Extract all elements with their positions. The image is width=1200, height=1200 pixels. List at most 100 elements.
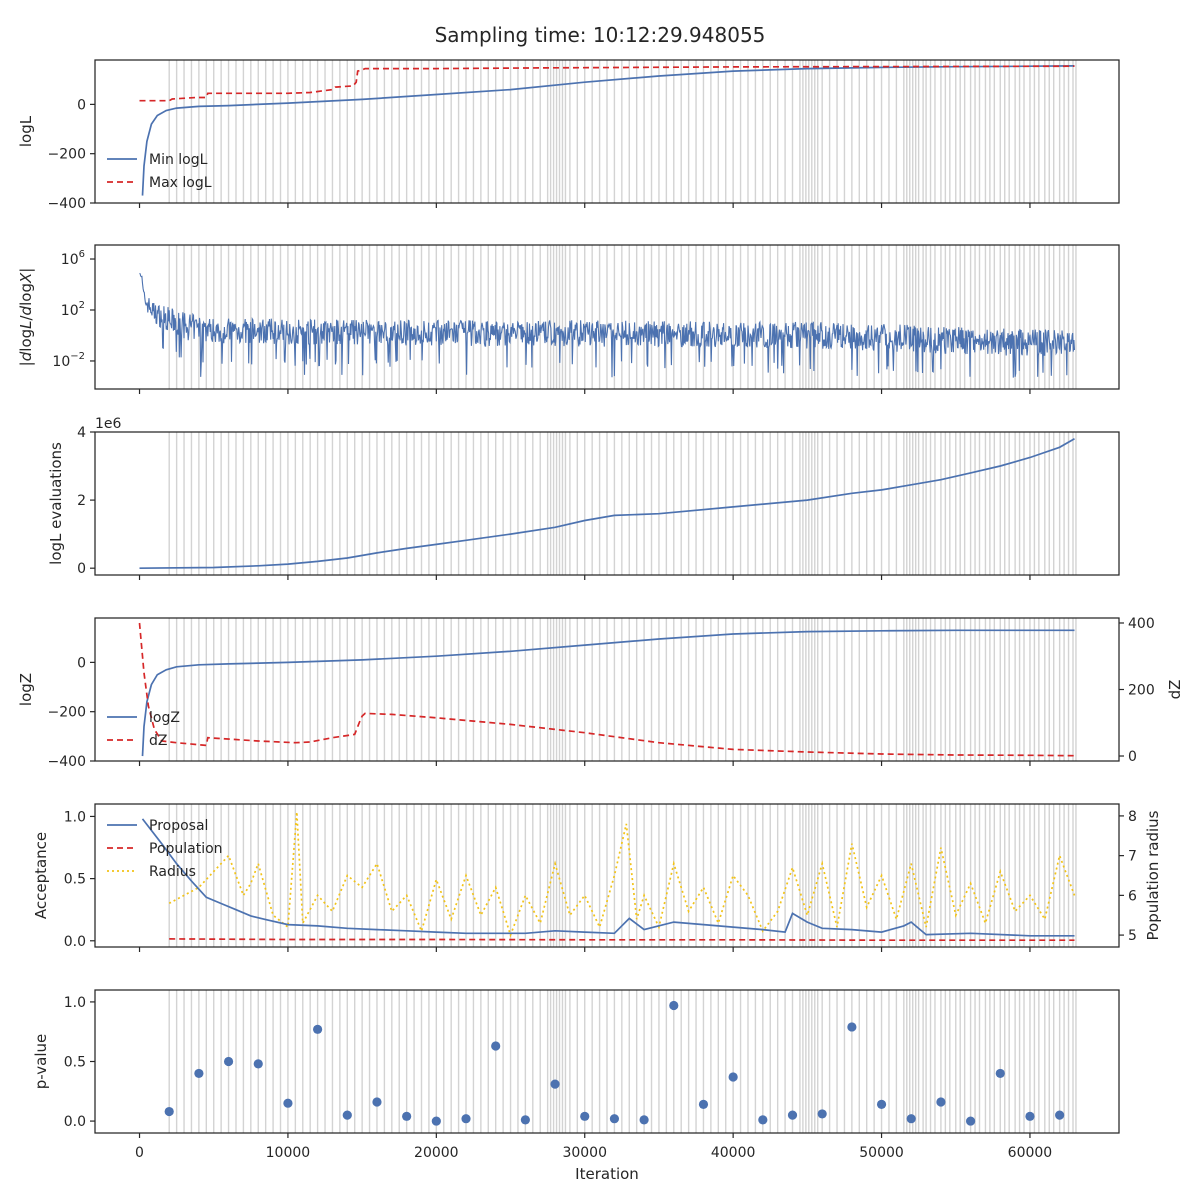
x-tick-label: 60000 (1008, 1145, 1053, 1161)
y-tick-label: 2 (77, 493, 86, 509)
scatter-point (372, 1097, 382, 1107)
panel-acceptance: 1.0 0.5 0.0 8 7 6 5 Acceptance Population radius… (32, 803, 1162, 952)
scatter-point (461, 1114, 471, 1124)
panel-pvalue: 1.0 0.5 0.0 p-value 0 10000 20000 30000 40000 500… (32, 989, 1120, 1183)
scatter-point (787, 1110, 798, 1120)
y-right-axis-label: Population radius (1144, 810, 1162, 940)
scatter-point (995, 1068, 1005, 1079)
scatter-point (698, 1099, 709, 1109)
series-line (139, 65, 1075, 102)
y-right-tick-label: 7 (1128, 849, 1137, 865)
x-axis-label: Iteration (575, 1165, 639, 1183)
scatter-point (669, 1000, 679, 1011)
scatter-point (223, 1056, 234, 1067)
series-line (141, 818, 1075, 937)
x-tick-label: 50000 (859, 1145, 904, 1161)
scatter-point (253, 1059, 263, 1069)
y-axis-label: Acceptance (32, 832, 50, 919)
y-tick-label: 1.0 (64, 809, 86, 825)
x-tick-label: 20000 (414, 1145, 459, 1161)
series-line (138, 622, 1075, 757)
y-right-tick-label: 0 (1128, 749, 1137, 765)
legend-label: Max logL (149, 175, 212, 191)
legend-label: logZ (149, 710, 180, 726)
series-line (141, 65, 1075, 196)
series-line (169, 938, 1075, 942)
y-right-tick-label: 5 (1128, 928, 1137, 944)
scatter-point (580, 1111, 590, 1121)
legend-label: Population (149, 841, 223, 857)
y-right-tick-label: 8 (1128, 809, 1137, 825)
scatter-point (609, 1114, 620, 1124)
scatter-point (876, 1099, 887, 1109)
series-line (139, 272, 1076, 378)
y-axis-label: logZ (17, 673, 35, 706)
scatter-point (728, 1072, 738, 1082)
y-tick-label: −400 (48, 754, 86, 770)
y-axis-label: |dlogL/dlogX| (17, 268, 35, 367)
y-tick-label: 0 (77, 97, 86, 113)
scatter-point (1025, 1111, 1035, 1121)
axes-frame (94, 59, 1120, 204)
panel-logz: 0 −200 −400 400 200 0 logZ dZ logZ dZ (17, 616, 1184, 770)
y-right-axis-label: dZ (1166, 680, 1184, 700)
scatter-point (402, 1111, 412, 1121)
scatter-point (817, 1109, 827, 1119)
scatter-point (906, 1114, 916, 1124)
panels-group: 0 −200 −400 logL Min logL Max logL 106 102 10−2 |… (17, 59, 1184, 1183)
axes-frame (94, 431, 1120, 576)
legend-label: Min logL (149, 152, 208, 168)
y-tick-label: 0 (77, 655, 86, 671)
y-tick-label: 0.0 (64, 1114, 86, 1130)
y-tick-label: 4 (77, 425, 86, 441)
axes-frame (94, 803, 1120, 948)
legend-label: Radius (149, 864, 196, 880)
scatter-point (639, 1115, 649, 1125)
y-tick-label: 0.5 (64, 1055, 86, 1071)
y-tick-label: −200 (48, 147, 86, 163)
y-tick-label: 102 (61, 300, 85, 319)
y-axis-label: logL (17, 115, 35, 147)
legend-label: dZ (149, 733, 167, 749)
y-tick-label: 0.0 (64, 934, 86, 950)
scatter-point (431, 1116, 441, 1126)
x-tick-label: 40000 (711, 1145, 756, 1161)
y-axis-label: p-value (32, 1034, 50, 1090)
y-tick-label: −200 (48, 705, 86, 721)
figure-title: Sampling time: 10:12:29.948055 (435, 23, 766, 47)
scatter-point (283, 1098, 293, 1108)
y-axis-label: logL evaluations (47, 442, 65, 565)
y-tick-label: 106 (61, 249, 85, 268)
x-tick-label: 10000 (266, 1145, 311, 1161)
scatter-point (342, 1110, 352, 1120)
scatter-point (1055, 1110, 1065, 1120)
y-tick-label: −400 (48, 196, 86, 212)
x-tick-label: 30000 (562, 1145, 607, 1161)
scatter-point (194, 1068, 204, 1079)
scatter-point (758, 1115, 768, 1125)
x-tick-label: 0 (135, 1145, 144, 1161)
scatter-point (965, 1116, 976, 1126)
y-right-tick-label: 6 (1128, 888, 1137, 904)
panel-logl: 0 −200 −400 logL Min logL Max logL (17, 59, 1120, 212)
y-tick-label: 0.5 (64, 872, 86, 888)
scatter-point (847, 1022, 857, 1032)
scatter-point (164, 1106, 174, 1117)
scatter-point (550, 1079, 560, 1089)
scatter-point (520, 1115, 530, 1125)
axes-frame (94, 244, 1120, 390)
series-line (139, 438, 1075, 570)
y-tick-label: 1.0 (64, 995, 86, 1011)
y-tick-label: 0 (77, 561, 86, 577)
panel-dlogl: 106 102 10−2 |dlogL/dlogX| (17, 244, 1120, 394)
panel-evals: 0 2 4 logL evaluations 1e6 (47, 416, 1120, 580)
legend-label: Proposal (149, 818, 208, 834)
scatter-point (313, 1024, 323, 1034)
scatter-point (491, 1041, 501, 1051)
series-line (141, 629, 1075, 757)
y-right-tick-label: 400 (1128, 616, 1155, 632)
y-tick-label: 10−2 (52, 351, 85, 370)
y-right-tick-label: 200 (1128, 683, 1155, 699)
y-offset-label: 1e6 (95, 416, 122, 432)
